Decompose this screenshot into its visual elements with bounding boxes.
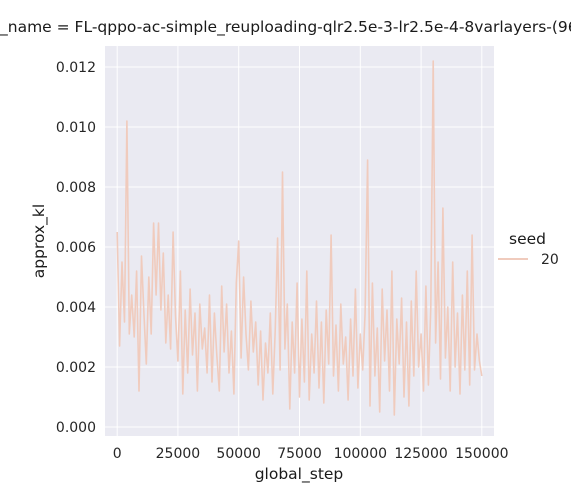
series-line-20 <box>116 60 483 416</box>
x-tick-label: 0 <box>113 446 122 462</box>
y-tick-labels: 0.000 0.002 0.004 0.006 0.008 0.010 0.012 <box>56 60 96 436</box>
y-axis-label: approx_kl <box>30 204 49 278</box>
legend-entry-20: 20 <box>541 252 559 268</box>
y-tick-label: 0.002 <box>56 360 96 376</box>
x-tick-label: 125000 <box>394 446 447 462</box>
x-axis-label: global_step <box>255 465 344 484</box>
y-tick-label: 0.010 <box>56 120 96 136</box>
x-tick-label: 75000 <box>277 446 322 462</box>
y-tick-label: 0.006 <box>56 240 96 256</box>
x-tick-label: 150000 <box>455 446 508 462</box>
legend-title: seed <box>509 230 546 248</box>
y-tick-label: 0.012 <box>56 60 96 76</box>
x-tick-label: 100000 <box>334 446 387 462</box>
x-tick-labels: 0 25000 50000 75000 100000 125000 150000 <box>113 446 509 462</box>
legend: seed 20 <box>498 230 559 268</box>
x-tick-label: 50000 <box>216 446 261 462</box>
chart-title: _name = FL-qppo-ac-simple_reuploading-ql… <box>0 18 571 37</box>
y-tick-label: 0.000 <box>56 420 96 436</box>
y-tick-label: 0.008 <box>56 180 96 196</box>
x-tick-label: 25000 <box>156 446 201 462</box>
series-lines <box>116 60 483 416</box>
y-tick-label: 0.004 <box>56 300 96 316</box>
